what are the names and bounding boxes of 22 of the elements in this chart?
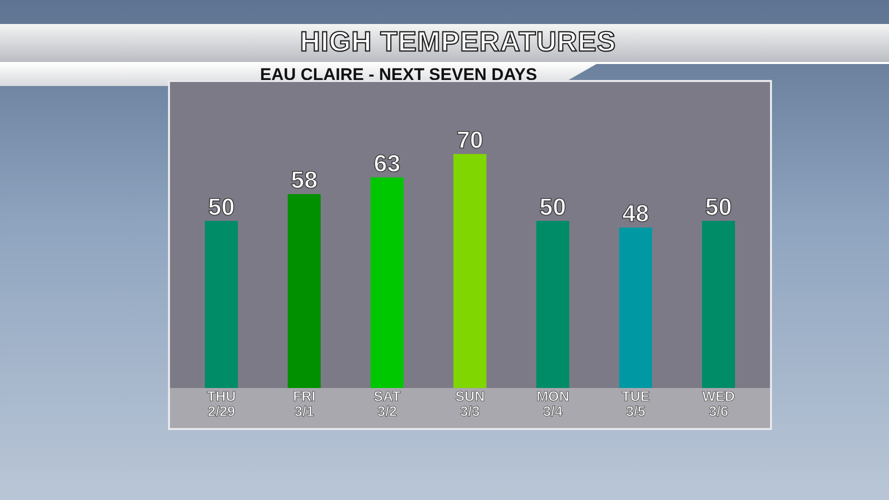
bar — [453, 154, 486, 388]
bar — [204, 220, 238, 388]
x-tick-label: THU 2/29 — [207, 388, 236, 419]
bar — [370, 177, 404, 388]
x-tick-label: TUE 3/5 — [622, 388, 650, 419]
bar — [288, 194, 321, 388]
bar — [702, 220, 735, 388]
x-tick-label: FRI 3/1 — [293, 388, 316, 419]
data-label: 48 — [622, 200, 649, 228]
data-label: 50 — [539, 194, 566, 221]
bar — [536, 220, 570, 388]
x-tick-label: SAT 3/2 — [374, 388, 402, 419]
data-label: 58 — [290, 167, 318, 194]
x-tick-label: SUN 3/3 — [455, 388, 485, 419]
data-label: 50 — [208, 194, 235, 221]
data-label: 50 — [705, 194, 732, 221]
bar — [619, 228, 652, 388]
data-label: 70 — [456, 127, 484, 154]
chart-subtitle: EAU CLAIRE - NEXT SEVEN DAYS — [260, 65, 538, 85]
x-tick-label: WED 3/6 — [702, 388, 735, 419]
data-label: 63 — [374, 150, 400, 178]
chart-title: HIGH TEMPERATURES — [300, 26, 616, 58]
